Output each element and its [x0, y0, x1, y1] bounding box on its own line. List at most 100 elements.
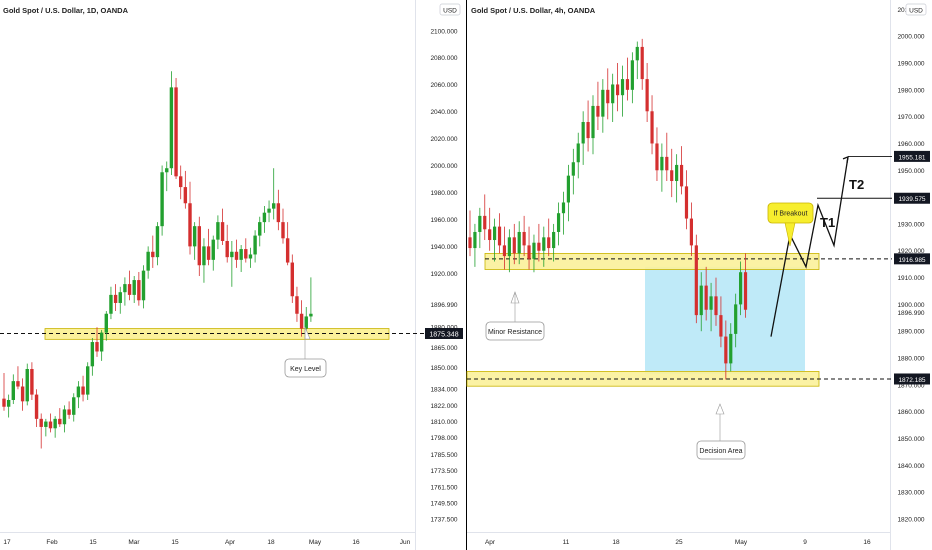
- price-tick-label: 2000.000: [897, 34, 924, 41]
- candle-body: [272, 203, 276, 209]
- right-currency-box[interactable]: [905, 3, 927, 16]
- candle-body: [183, 187, 188, 204]
- candle-body: [86, 366, 90, 395]
- time-tick-label: 18: [612, 539, 620, 546]
- time-tick-label: 16: [863, 539, 871, 546]
- right-time-axis: Apr 11 18 25 May 9 16: [485, 539, 871, 546]
- candle-body: [679, 164, 684, 187]
- price-badge: [894, 150, 930, 162]
- candle-body: [81, 386, 85, 395]
- price-tick-label: 1960.000: [430, 217, 457, 224]
- candle-body: [34, 394, 39, 419]
- candle-body: [689, 218, 693, 246]
- candle-body: [478, 215, 482, 232]
- time-tick-label: Mar: [128, 539, 140, 546]
- candle-body: [137, 280, 141, 301]
- price-tick-label: 1930.000: [897, 221, 924, 228]
- candle-body: [127, 284, 132, 295]
- price-tick-label: 1860.000: [897, 409, 924, 416]
- decision-area-label: Decision Area: [699, 448, 742, 455]
- time-tick-label: Apr: [225, 539, 236, 546]
- key-level-callout: [284, 358, 327, 378]
- candle-body: [684, 186, 689, 219]
- candle-body: [645, 79, 649, 112]
- candle-body: [230, 251, 234, 258]
- candle-body: [225, 240, 229, 258]
- candle-body: [502, 245, 507, 257]
- candle-body: [650, 111, 654, 144]
- candle-body: [141, 270, 146, 301]
- time-tick-label: Jun: [400, 539, 411, 546]
- candle-body: [512, 237, 516, 254]
- decision-area-callout: [696, 440, 746, 460]
- price-tick-label: 2100.000: [430, 28, 457, 35]
- left-currency-box[interactable]: [439, 3, 461, 16]
- candle-body: [591, 105, 595, 139]
- time-tick-label: 11: [563, 539, 570, 546]
- price-tick-label: 1920.000: [897, 248, 924, 255]
- candle-body: [561, 202, 566, 214]
- price-tick-label: 1822.000: [430, 403, 457, 410]
- candle-body: [625, 79, 630, 90]
- price-tick-label: 1850.000: [430, 365, 457, 372]
- price-tick-label: 1834.000: [430, 387, 457, 394]
- candle-body: [95, 342, 99, 352]
- candle-body: [48, 421, 53, 429]
- candle-body: [606, 89, 610, 104]
- candle-body: [616, 84, 620, 96]
- candle-body: [123, 284, 127, 293]
- candle-body: [39, 418, 43, 427]
- candle-body: [556, 213, 561, 232]
- price-tick-label: 1840.000: [897, 463, 924, 470]
- candle-body: [304, 316, 308, 329]
- price-tick-label: 2020.000: [430, 136, 457, 143]
- candle-body: [192, 226, 197, 247]
- candle-body: [522, 231, 526, 246]
- candle-body: [202, 246, 206, 266]
- candle-body: [699, 285, 703, 316]
- price-badge: [894, 192, 930, 204]
- price-tick-label: 2080.000: [430, 55, 457, 62]
- price-tick-label: 1749.500: [430, 501, 457, 508]
- candle-body: [596, 105, 600, 117]
- candle-body: [473, 231, 477, 249]
- price-tick-label: 1890.000: [897, 329, 924, 336]
- price-tick-label: 1810.000: [430, 419, 457, 426]
- time-tick-label: 16: [352, 539, 360, 546]
- price-tick-label: 1773.500: [430, 468, 457, 475]
- left-price-axis: 2100.000 2080.000 2060.000 2040.000 2020.000…: [430, 28, 457, 523]
- candle-body: [299, 313, 304, 329]
- candle-body: [547, 237, 551, 249]
- candle-body: [285, 238, 290, 263]
- candle-body: [497, 226, 502, 246]
- price-badge-text: 1939.575: [898, 196, 925, 203]
- price-tick-label: 1920.000: [430, 271, 457, 278]
- candle-body: [276, 203, 281, 223]
- minor-resistance-zone: [484, 253, 820, 270]
- candle-body: [532, 242, 536, 259]
- candle-body: [611, 84, 615, 104]
- candle-body: [234, 251, 239, 260]
- left-chart-title: Gold Spot / U.S. Dollar, 1D, OANDA: [3, 6, 129, 15]
- price-tick-label: 1870.000: [897, 382, 924, 389]
- minor-resistance-callout: [485, 321, 545, 341]
- candle-body: [517, 231, 521, 254]
- candle-body: [581, 122, 585, 144]
- candle-body: [660, 156, 664, 171]
- if-breakout-pointer: [784, 222, 796, 247]
- price-tick-label: 2040.000: [430, 109, 457, 116]
- price-tick-label: 1865.000: [430, 345, 457, 352]
- price-tick-label: 1980.000: [430, 190, 457, 197]
- candle-body: [62, 409, 67, 425]
- right-candles: [468, 38, 748, 380]
- projection-path: [770, 156, 849, 337]
- candle-body: [179, 176, 183, 188]
- candle-body: [25, 368, 29, 402]
- candle-body: [586, 122, 590, 139]
- price-tick-label: 1830.000: [897, 490, 924, 497]
- price-tick-label: 1896.990: [430, 302, 457, 309]
- price-tick-label: 1950.000: [897, 168, 924, 175]
- time-tick-label: Feb: [46, 539, 58, 546]
- key-level-label: Key Level: [290, 366, 321, 373]
